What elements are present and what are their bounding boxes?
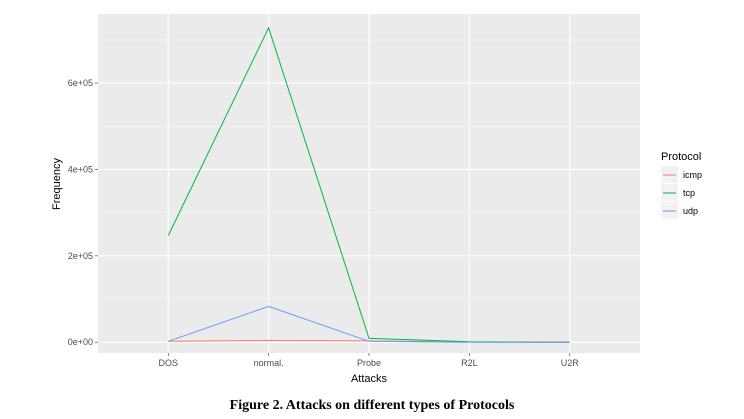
x-axis-title: Attacks xyxy=(351,373,388,385)
x-tick-label: DOS xyxy=(159,358,179,368)
legend-title: Protocol xyxy=(661,151,701,163)
x-tick-label: U2R xyxy=(561,358,580,368)
legend-label-icmp: icmp xyxy=(683,170,702,180)
x-tick-label: Probe xyxy=(357,358,381,368)
series-lines xyxy=(167,26,570,343)
major-gridlines xyxy=(98,14,640,353)
y-tick-label: 2e+05 xyxy=(68,251,93,261)
legend: Protocol icmp tcp udp xyxy=(661,151,702,219)
legend-label-udp: udp xyxy=(683,206,698,216)
x-tick-label: normal. xyxy=(254,358,284,368)
y-tick-label: 6e+05 xyxy=(68,78,93,88)
line-chart: 0e+00 2e+05 4e+05 6e+05 DOS normal. Probe R2L U… xyxy=(51,14,702,385)
series-line-udp xyxy=(168,305,570,343)
x-axis-ticks: DOS normal. Probe R2L U2R xyxy=(159,353,580,368)
y-tick-label: 4e+05 xyxy=(68,164,93,174)
figure-caption: Figure 2. Attacks on different types of … xyxy=(229,398,515,413)
y-tick-label: 0e+00 xyxy=(68,337,93,347)
legend-label-tcp: tcp xyxy=(683,188,695,198)
x-tick-label: R2L xyxy=(461,358,478,368)
y-axis-title: Frequency xyxy=(51,158,63,210)
y-axis-ticks: 0e+00 2e+05 4e+05 6e+05 xyxy=(68,78,98,347)
